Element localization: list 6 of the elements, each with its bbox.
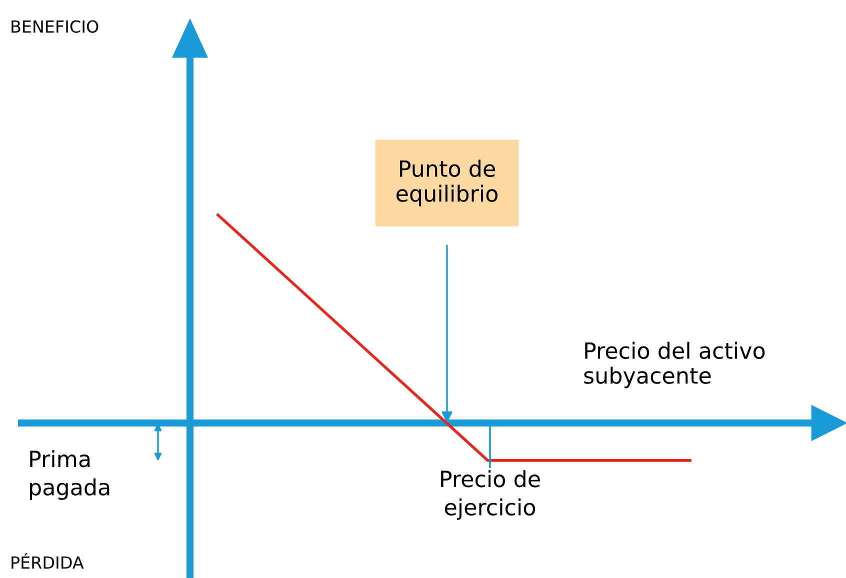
x-axis-title: Precio del activo subyacente bbox=[584, 342, 765, 388]
text: Prima pagada bbox=[30, 450, 110, 500]
text: BENEFICIO bbox=[12, 20, 98, 33]
text: PÉRDIDA bbox=[12, 553, 84, 569]
text: Precio de ejercicio bbox=[441, 470, 540, 520]
text: Punto de equilibrio bbox=[396, 160, 498, 206]
